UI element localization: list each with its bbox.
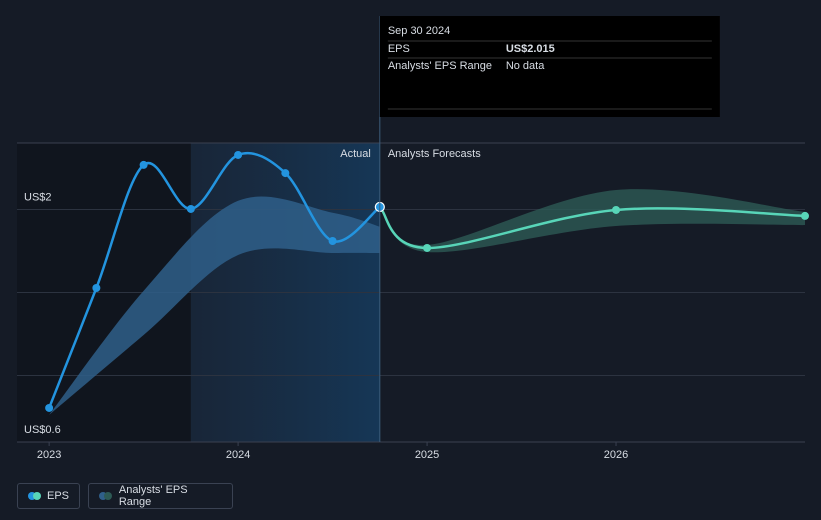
point [281,169,290,178]
x-tick-label: 2025 [415,449,439,461]
y-tick-label: US$0.6 [24,424,61,436]
range-area [379,189,805,253]
point [45,403,54,412]
forecast-label: Analysts Forecasts [388,148,481,160]
actual-label: Actual [340,148,371,160]
point [801,211,809,220]
point [92,284,101,293]
tooltip-value: US$2.015 [506,43,555,55]
legend-icon [28,492,41,500]
point [186,204,195,213]
legend-eps[interactable]: EPS [17,483,80,509]
chart: US$0.6 US$2 2023 2024 2025 2026 Actual Analysts… [17,16,809,461]
x-tick-label: 2024 [226,449,250,461]
legend-icon [99,492,113,500]
tooltip: Sep 30 2024 EPS US$2.015 Analysts' EPS Rang… [379,16,720,117]
point [423,243,432,252]
point [139,160,148,169]
point [234,150,243,159]
legend-label: EPS [46,490,69,502]
point [328,237,337,246]
point [612,205,621,214]
x-tick-label: 2026 [604,449,628,461]
tooltip-key: Analysts' EPS Range [388,60,492,72]
legend-range[interactable]: Analysts' EPS Range [88,483,233,509]
y-tick-label: US$2 [24,191,52,203]
tooltip-box [379,16,720,117]
line [378,206,806,250]
range-area [49,196,380,415]
tooltip-date: Sep 30 2024 [388,25,450,37]
tooltip-key: EPS [388,43,410,55]
legend-label: Analysts' EPS Range [118,484,188,508]
x-tick-label: 2023 [37,449,61,461]
tooltip-value: No data [506,60,545,72]
